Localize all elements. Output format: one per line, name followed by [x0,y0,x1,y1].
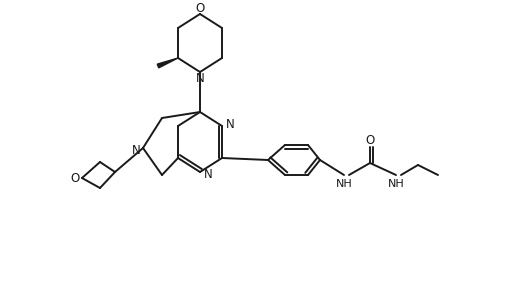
Text: NH: NH [388,179,404,189]
Text: O: O [366,134,375,147]
Text: O: O [196,3,205,16]
Text: N: N [204,168,212,181]
Text: N: N [226,118,234,130]
Text: NH: NH [336,179,352,189]
Text: N: N [132,143,140,156]
Text: N: N [196,71,204,84]
Polygon shape [157,58,178,68]
Text: O: O [70,171,80,185]
